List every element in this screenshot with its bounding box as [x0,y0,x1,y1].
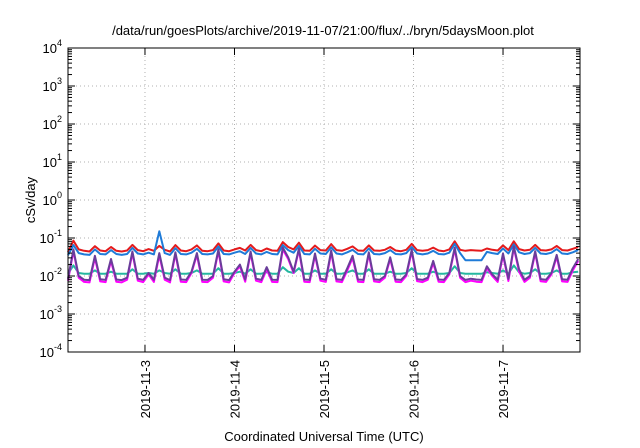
y-tick-base: 10 [40,269,54,284]
y-tick-base: 10 [43,41,57,56]
y-tick-label: 10-3 [40,304,62,322]
y-tick-exponent: 4 [57,38,62,48]
y-tick-base: 10 [43,79,57,94]
y-tick-exponent: -1 [54,228,62,238]
x-axis-label: Coordinated Universal Time (UTC) [224,429,423,444]
x-tick-label: 2019-11-6 [407,360,422,418]
y-tick-label: 10-4 [40,342,62,360]
grid [68,48,580,352]
y-tick-label: 103 [43,76,62,94]
series-line-5 [67,245,580,282]
x-tick-label: 2019-11-5 [317,360,332,418]
y-tick-exponent: -2 [54,266,62,276]
y-tick-exponent: 1 [57,152,62,162]
y-tick-label: 100 [43,190,62,208]
y-tick-label: 104 [43,38,62,56]
y-tick-exponent: 3 [57,76,62,86]
y-tick-label: 102 [43,114,62,132]
series-line-3 [67,264,579,275]
x-tick-labels: 2019-11-3 2019-11-4 2019-11-5 2019-11-6 2019… [138,360,511,418]
y-tick-base: 10 [40,345,54,360]
y-tick-exponent: -4 [54,342,62,352]
series-line-4 [67,246,580,284]
y-tick-base: 10 [40,307,54,322]
y-tick-label: 10-1 [40,228,62,246]
y-axis-label: cSv/day [23,176,38,223]
y-tick-label: 10-2 [40,266,62,284]
chart-title: /data/run/goesPlots/archive/2019-11-07/2… [112,23,534,38]
y-tick-exponent: -3 [54,304,62,314]
y-tick-base: 10 [43,117,57,132]
x-tick-label: 2019-11-7 [496,360,511,418]
x-tick-label: 2019-11-4 [227,360,242,418]
y-tick-exponent: 0 [57,190,62,200]
series-layer [67,230,580,284]
ticks [68,47,580,353]
x-tick-label: 2019-11-3 [138,360,153,418]
y-tick-base: 10 [43,155,57,170]
y-tick-exponent: 2 [57,114,62,124]
y-tick-base: 10 [43,193,57,208]
series-line-1 [67,239,579,253]
y-tick-label: 101 [43,152,62,170]
y-tick-base: 10 [40,231,54,246]
series-line-2 [67,230,579,262]
